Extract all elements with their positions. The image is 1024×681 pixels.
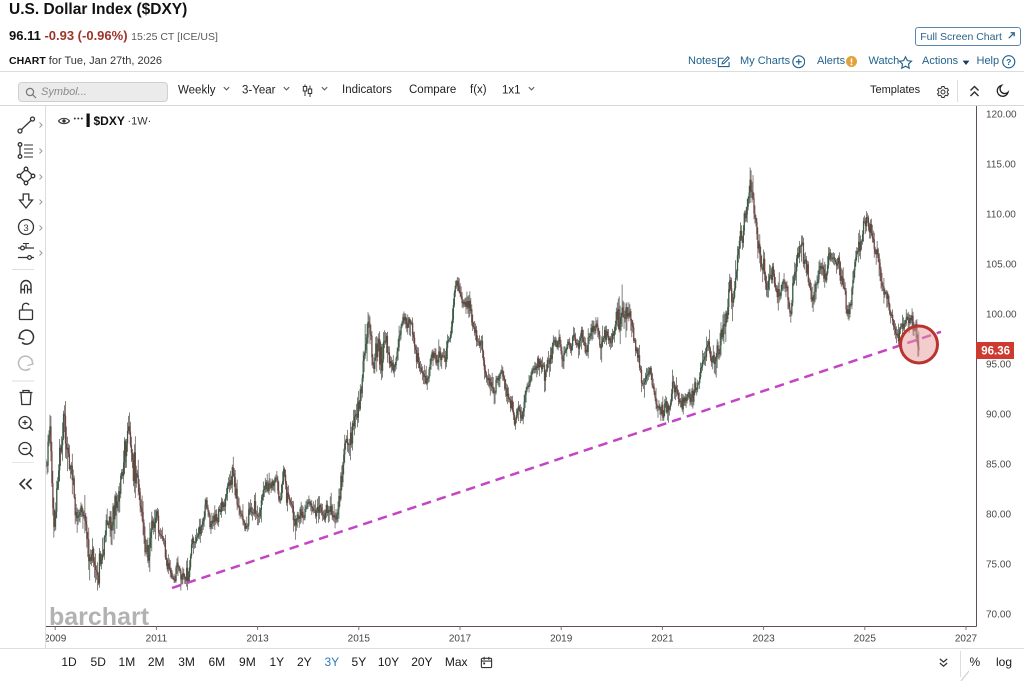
svg-text:115.00: 115.00: [986, 160, 1016, 171]
svg-text:120.00: 120.00: [986, 110, 1017, 121]
svg-text:70.00: 70.00: [986, 610, 1011, 621]
svg-text:2013: 2013: [246, 634, 269, 645]
svg-text:2027: 2027: [955, 634, 978, 645]
svg-text:?: ?: [1006, 57, 1011, 67]
svg-text:2021: 2021: [651, 634, 674, 645]
svg-text:2023: 2023: [752, 634, 775, 645]
svg-text:100.00: 100.00: [986, 310, 1017, 321]
svg-text:2017: 2017: [449, 634, 472, 645]
svg-text:3: 3: [23, 223, 28, 234]
svg-text:75.00: 75.00: [986, 560, 1011, 571]
svg-text:$DXY: $DXY: [94, 114, 125, 128]
svg-text:96.36: 96.36: [981, 346, 1010, 358]
svg-text:2011: 2011: [146, 634, 168, 645]
svg-text:80.00: 80.00: [986, 510, 1011, 521]
svg-text:95.00: 95.00: [986, 360, 1011, 371]
svg-text:2025: 2025: [854, 634, 877, 645]
svg-text:2015: 2015: [348, 634, 371, 645]
svg-text:105.00: 105.00: [986, 260, 1017, 271]
svg-text:2009: 2009: [44, 634, 67, 645]
svg-text:90.00: 90.00: [986, 410, 1011, 421]
svg-text:85.00: 85.00: [986, 460, 1011, 471]
svg-text:110.00: 110.00: [986, 210, 1016, 221]
svg-text:·1W·: ·1W·: [128, 116, 152, 128]
svg-text:2019: 2019: [550, 634, 573, 645]
